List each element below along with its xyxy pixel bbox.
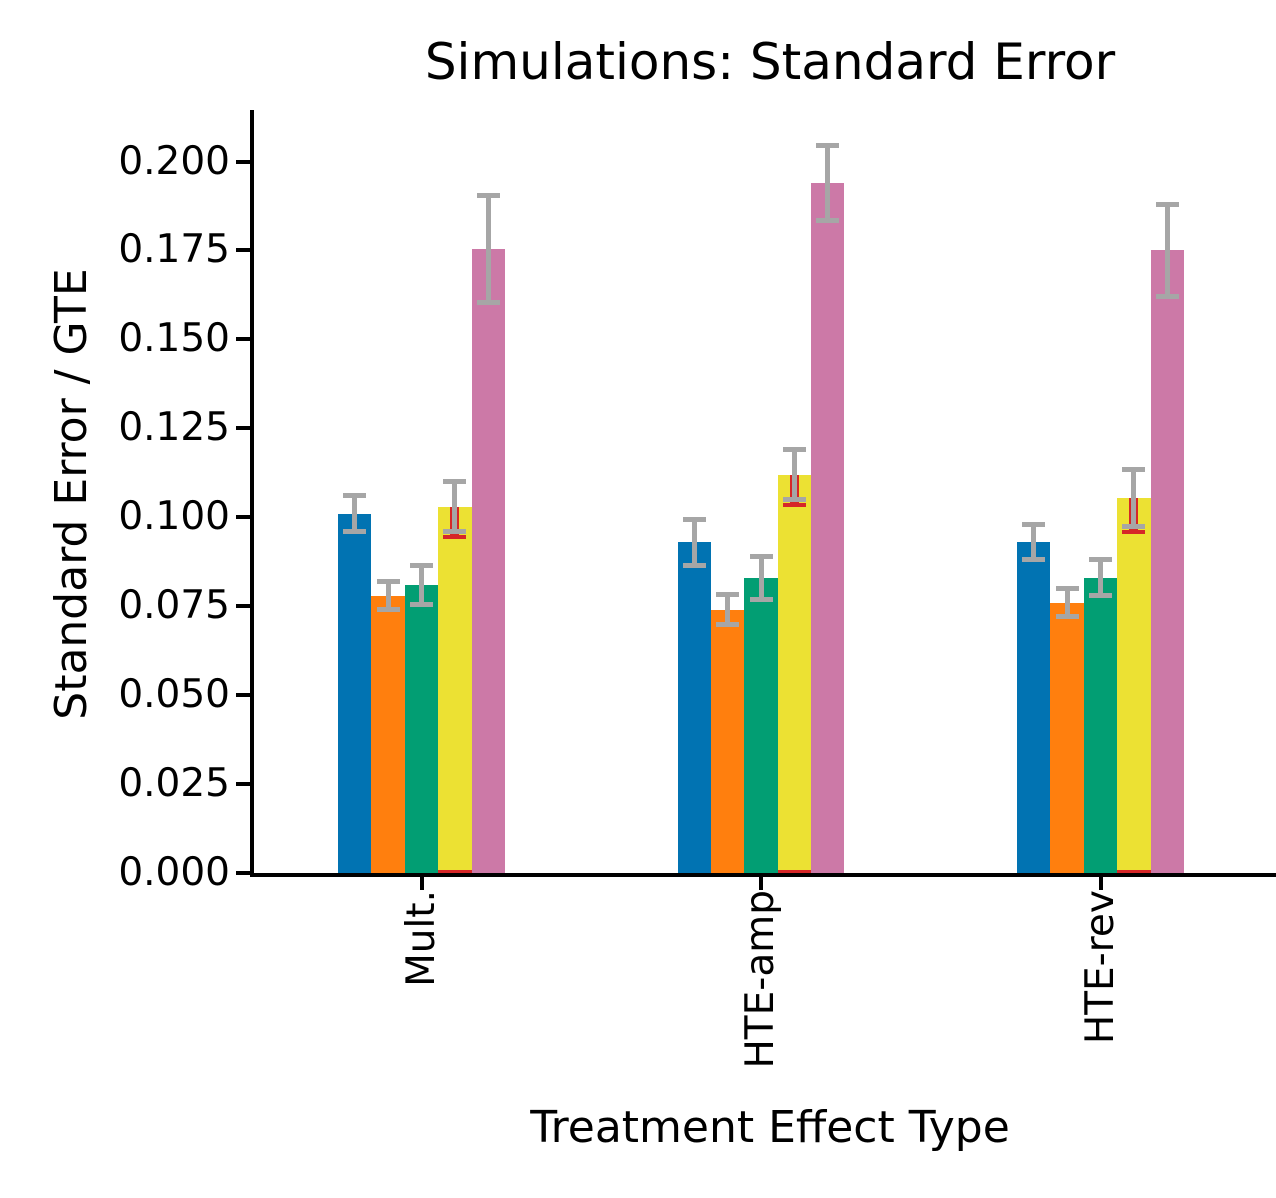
y-tick-mark	[236, 159, 251, 164]
y-tick-label: 0.025	[118, 761, 230, 807]
errorbar-line-pink-hte-amp	[825, 145, 831, 221]
errorbar-top-cap-green-hte-rev	[1089, 557, 1112, 563]
errorbar-top-cap-pink-hte-rev	[1155, 201, 1179, 207]
bar-yellow-hte-amp	[777, 474, 812, 873]
errorbar-line-orange-mult	[385, 581, 391, 610]
errorbar-top-cap-blue-mult	[343, 493, 367, 499]
errorbar-line-pink-hte-rev	[1164, 204, 1170, 297]
errorbar-bottom-cap-blue-hte-amp	[682, 562, 706, 568]
errorbar-line-orange-hte-amp	[725, 594, 731, 625]
x-tick-label-hte-rev: HTE-rev	[1077, 890, 1123, 1045]
bar-orange-mult	[371, 595, 405, 873]
errorbar-bottom-cap-pink-mult	[476, 299, 500, 305]
errorbar-bottom-cap-pink-hte-amp	[816, 217, 840, 223]
bar-blue-hte-amp	[677, 542, 711, 873]
red-errorbar-cap-hte-amp	[782, 502, 806, 507]
red-bar-bottom-sliver-hte-rev	[1117, 870, 1151, 873]
errorbar-line-blue-hte-rev	[1031, 524, 1037, 560]
errorbar-bottom-cap-orange-hte-amp	[716, 622, 740, 628]
bar-green-mult	[404, 584, 439, 873]
errorbar-line-green-hte-rev	[1098, 559, 1103, 596]
errorbar-bottom-cap-pink-hte-rev	[1155, 294, 1179, 300]
x-axis-spine	[249, 872, 1276, 877]
errorbar-top-cap-pink-mult	[476, 192, 500, 198]
y-tick-label: 0.000	[118, 850, 230, 895]
bar-orange-hte-amp	[710, 609, 745, 873]
errorbar-line-orange-hte-rev	[1064, 588, 1070, 617]
x-tick-label-hte-amp: HTE-amp	[738, 890, 783, 1069]
bar-pink-mult	[471, 248, 505, 873]
red-bar-bottom-sliver-mult	[438, 870, 472, 873]
errorbar-bottom-cap-blue-mult	[343, 528, 367, 534]
errorbar-top-cap-blue-hte-rev	[1022, 521, 1046, 527]
bar-yellow-mult	[438, 506, 472, 873]
x-axis-label: Treatment Effect Type	[530, 1102, 1010, 1153]
y-tick-mark	[236, 337, 251, 342]
y-tick-mark	[236, 515, 251, 520]
errorbar-line-green-mult	[419, 565, 424, 605]
errorbar-top-cap-yellow-hte-rev	[1122, 466, 1146, 472]
errorbar-line-pink-mult	[485, 195, 491, 302]
red-bar-bottom-sliver-hte-amp	[777, 870, 812, 873]
bar-pink-hte-amp	[811, 182, 845, 873]
y-tick-mark	[236, 871, 251, 875]
chart-title: Simulations: Standard Error	[424, 33, 1116, 91]
y-tick-label: 0.100	[118, 494, 230, 540]
errorbar-line-blue-mult	[352, 495, 358, 532]
errorbar-bottom-cap-green-mult	[410, 601, 433, 607]
bar-yellow-hte-rev	[1117, 497, 1151, 873]
y-tick-label: 0.075	[118, 583, 230, 629]
x-tick-mark	[759, 876, 763, 890]
errorbar-bottom-cap-green-hte-amp	[749, 596, 773, 602]
errorbar-top-cap-green-hte-amp	[749, 553, 773, 559]
errorbar-bottom-cap-orange-mult	[376, 607, 400, 613]
errorbar-bottom-cap-green-hte-rev	[1089, 593, 1112, 598]
errorbar-line-green-hte-amp	[758, 556, 764, 600]
bar-orange-hte-rev	[1050, 602, 1084, 873]
y-tick-label: 0.150	[118, 316, 230, 362]
y-tick-mark	[236, 693, 251, 698]
y-tick-mark	[236, 248, 251, 253]
errorbar-top-cap-orange-mult	[376, 578, 400, 584]
y-tick-mark	[236, 782, 251, 787]
y-axis-spine	[249, 110, 254, 876]
bar-blue-hte-rev	[1017, 542, 1051, 873]
errorbar-bottom-cap-blue-hte-rev	[1022, 557, 1046, 563]
errorbar-bottom-cap-yellow-hte-rev	[1122, 523, 1146, 529]
errorbar-top-cap-blue-hte-amp	[682, 516, 706, 522]
bar-blue-mult	[338, 513, 372, 873]
x-tick-mark	[419, 876, 424, 890]
red-errorbar-cap-hte-rev	[1122, 529, 1146, 534]
errorbar-line-yellow-hte-amp	[791, 449, 797, 500]
errorbar-bottom-cap-yellow-mult	[443, 528, 467, 534]
y-tick-mark	[236, 604, 251, 609]
x-tick-label-mult: Mult.	[398, 890, 444, 987]
red-errorbar-cap-mult	[443, 534, 467, 539]
errorbar-top-cap-yellow-mult	[443, 479, 467, 485]
y-tick-mark	[236, 426, 251, 431]
errorbar-top-cap-orange-hte-amp	[716, 592, 740, 598]
bar-green-hte-rev	[1083, 577, 1118, 873]
errorbar-top-cap-pink-hte-amp	[816, 142, 840, 148]
errorbar-line-blue-hte-amp	[691, 519, 697, 566]
y-tick-label: 0.050	[118, 672, 230, 718]
errorbar-bottom-cap-orange-hte-rev	[1055, 614, 1079, 620]
x-tick-mark	[1098, 876, 1103, 890]
y-tick-label: 0.175	[118, 227, 230, 273]
y-tick-label: 0.200	[118, 138, 230, 184]
bar-pink-hte-rev	[1150, 250, 1184, 873]
bar-green-hte-amp	[744, 577, 778, 873]
errorbar-top-cap-orange-hte-rev	[1055, 585, 1079, 591]
y-tick-label: 0.125	[118, 405, 230, 451]
errorbar-line-yellow-mult	[452, 481, 458, 532]
errorbar-top-cap-green-mult	[410, 562, 433, 568]
errorbar-top-cap-yellow-hte-amp	[782, 447, 806, 453]
errorbar-line-yellow-hte-rev	[1131, 469, 1137, 527]
errorbar-bottom-cap-yellow-hte-amp	[782, 496, 806, 502]
